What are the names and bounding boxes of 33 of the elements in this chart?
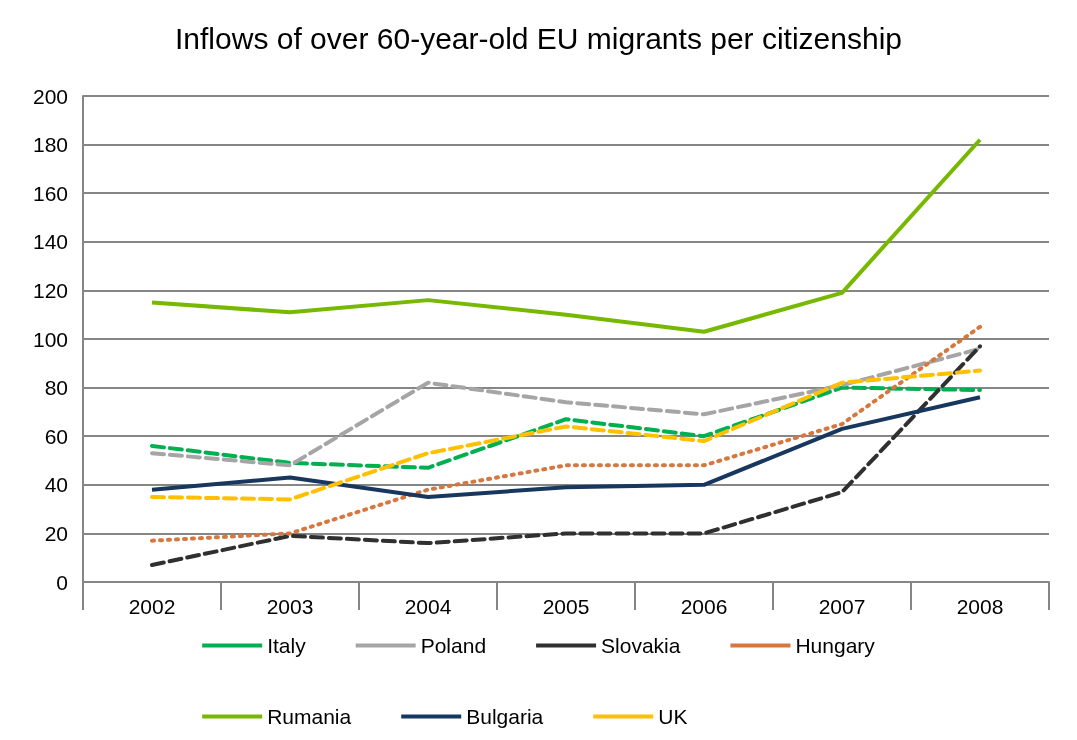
y-tick-label: 0 xyxy=(56,570,68,594)
x-tick-label: 2004 xyxy=(404,595,452,618)
legend-label: Rumania xyxy=(267,705,352,728)
y-tick-label: 180 xyxy=(32,133,68,157)
y-tick-label: 40 xyxy=(44,473,68,497)
x-tick-label: 2007 xyxy=(818,595,866,618)
chart-title: Inflows of over 60-year-old EU migrants per citizenship xyxy=(175,21,902,55)
line-series xyxy=(150,344,982,567)
line-series xyxy=(150,137,982,334)
y-tick-label: 60 xyxy=(44,424,68,448)
y-tick-label: 100 xyxy=(32,327,68,351)
y-tick-label: 140 xyxy=(32,230,68,254)
x-tick-label: 2008 xyxy=(956,595,1004,618)
x-tick-label: 2003 xyxy=(266,595,314,618)
y-tick-label: 200 xyxy=(32,84,68,108)
legend-label: Italy xyxy=(267,634,307,657)
line-series xyxy=(150,346,982,468)
legend-label: Poland xyxy=(420,634,487,657)
line-series xyxy=(150,368,982,502)
y-tick-label: 120 xyxy=(32,278,68,302)
legend-label: UK xyxy=(658,705,688,728)
y-tick-label: 80 xyxy=(44,376,68,400)
y-tick-label: 20 xyxy=(44,521,68,545)
line-series xyxy=(150,385,982,470)
x-tick-label: 2006 xyxy=(680,595,728,618)
x-tick-label: 2005 xyxy=(542,595,590,618)
line-series xyxy=(150,395,982,499)
y-tick-label: 160 xyxy=(32,181,68,205)
legend-label: Slovakia xyxy=(601,634,681,657)
line-series xyxy=(150,324,982,543)
legend-label: Hungary xyxy=(795,634,876,657)
legend-label: Bulgaria xyxy=(466,705,544,728)
x-tick-label: 2002 xyxy=(128,595,176,618)
